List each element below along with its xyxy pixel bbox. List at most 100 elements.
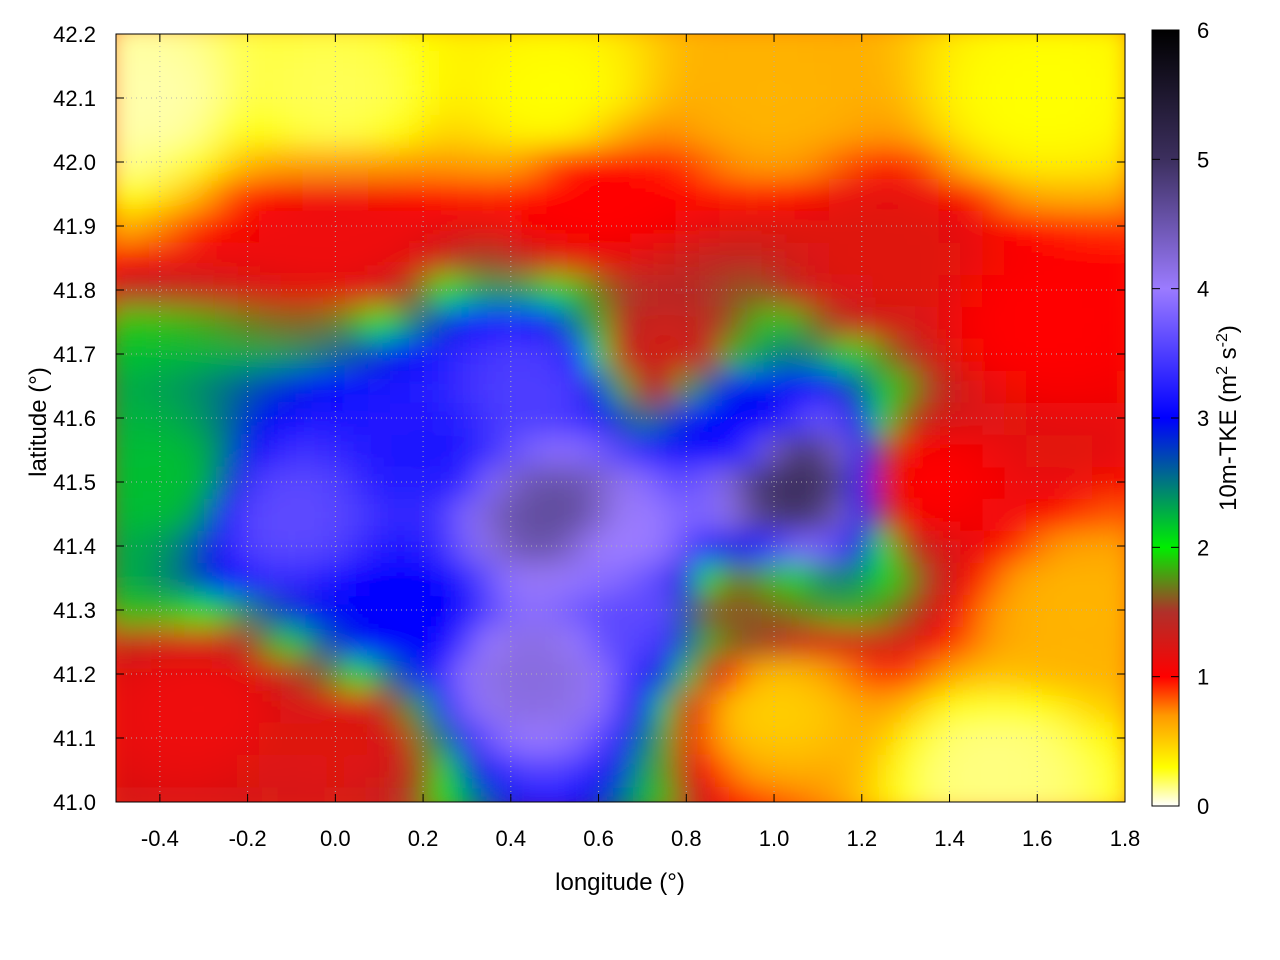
field-cell	[872, 34, 896, 51]
field-cell	[763, 402, 787, 435]
field-cell	[785, 306, 808, 339]
field-cell	[719, 82, 743, 115]
field-cell	[126, 722, 150, 755]
field-cell	[828, 722, 852, 755]
field-cell	[653, 370, 677, 403]
field-cell	[653, 146, 677, 179]
field-cell	[116, 242, 128, 275]
field-cell	[719, 530, 743, 563]
field-cell	[806, 338, 830, 371]
field-cell	[1048, 146, 1072, 179]
field-cell	[434, 178, 457, 211]
field-cell	[916, 82, 940, 115]
x-tick-label: 1.2	[846, 826, 877, 851]
field-cell	[1026, 114, 1050, 147]
field-cell	[258, 146, 282, 179]
field-cell	[455, 114, 479, 147]
field-cell	[741, 50, 765, 83]
field-cell	[324, 498, 348, 531]
field-cell	[806, 242, 830, 275]
field-cell	[872, 178, 896, 211]
field-cell	[521, 242, 545, 275]
field-cell	[368, 370, 392, 403]
field-cell	[653, 402, 677, 435]
field-cell	[1114, 50, 1125, 83]
y-tick-label: 41.3	[53, 598, 96, 623]
field-cell	[477, 306, 501, 339]
field-cell	[368, 178, 392, 211]
field-cell	[324, 402, 348, 435]
field-cell	[872, 786, 896, 802]
field-cell	[587, 626, 611, 659]
field-cell	[214, 626, 238, 659]
field-cell	[477, 690, 501, 723]
field-cell	[828, 562, 852, 595]
field-cell	[455, 370, 479, 403]
field-cell	[850, 754, 874, 787]
field-cell	[872, 658, 896, 691]
field-cell	[126, 786, 150, 802]
field-cell	[236, 434, 260, 467]
field-cell	[1070, 34, 1094, 51]
field-cell	[324, 242, 348, 275]
field-cell	[412, 530, 436, 563]
field-cell	[455, 754, 479, 787]
field-cell	[1092, 754, 1116, 787]
field-cell	[214, 786, 238, 802]
field-cell	[280, 370, 304, 403]
field-cell	[872, 722, 896, 755]
field-cell	[1004, 530, 1028, 563]
field-cell	[1004, 498, 1028, 531]
field-cell	[280, 786, 304, 802]
colorbar-tick-label: 0	[1197, 794, 1209, 819]
field-cell	[1026, 594, 1050, 627]
field-cell	[1026, 658, 1050, 691]
field-cell	[1026, 754, 1050, 787]
field-cell	[455, 50, 479, 83]
field-cell	[346, 466, 370, 499]
field-cell	[938, 498, 962, 531]
field-cell	[719, 210, 743, 243]
field-cell	[741, 178, 765, 211]
field-cell	[1026, 402, 1050, 435]
field-cell	[565, 530, 589, 563]
field-cell	[499, 34, 523, 51]
field-cell	[521, 338, 545, 371]
field-cell	[1004, 274, 1028, 307]
field-cell	[543, 562, 567, 595]
field-cell	[938, 338, 962, 371]
field-hotspot	[532, 492, 577, 536]
field-cell	[938, 274, 962, 307]
field-hotspot	[642, 332, 687, 376]
field-cell	[850, 274, 874, 307]
field-cell	[455, 562, 479, 595]
field-cell	[653, 242, 677, 275]
field-cell	[236, 466, 260, 499]
field-cell	[741, 34, 765, 51]
field-cell	[1114, 34, 1125, 51]
field-cell	[763, 658, 787, 691]
field-cell	[609, 306, 633, 339]
field-cell	[170, 722, 194, 755]
field-cell	[1026, 242, 1050, 275]
field-cell	[982, 34, 1006, 51]
field-cell	[587, 434, 611, 467]
field-cell	[1026, 626, 1050, 659]
field-cell	[960, 178, 984, 211]
field-cell	[741, 562, 765, 595]
field-cell	[390, 34, 414, 51]
field-cell	[719, 562, 743, 595]
field-cell	[1004, 114, 1028, 147]
field-cell	[455, 34, 479, 51]
field-cell	[1092, 530, 1116, 563]
field-cell	[126, 210, 150, 243]
colorbar-tick-label: 4	[1197, 277, 1209, 302]
field-cell	[543, 274, 567, 307]
field-cell	[960, 498, 984, 531]
field-cell	[126, 434, 150, 467]
field-cell	[938, 34, 962, 51]
field-cell	[609, 242, 633, 275]
field-cell	[565, 594, 589, 627]
field-cell	[565, 786, 589, 802]
field-cell	[258, 466, 282, 499]
